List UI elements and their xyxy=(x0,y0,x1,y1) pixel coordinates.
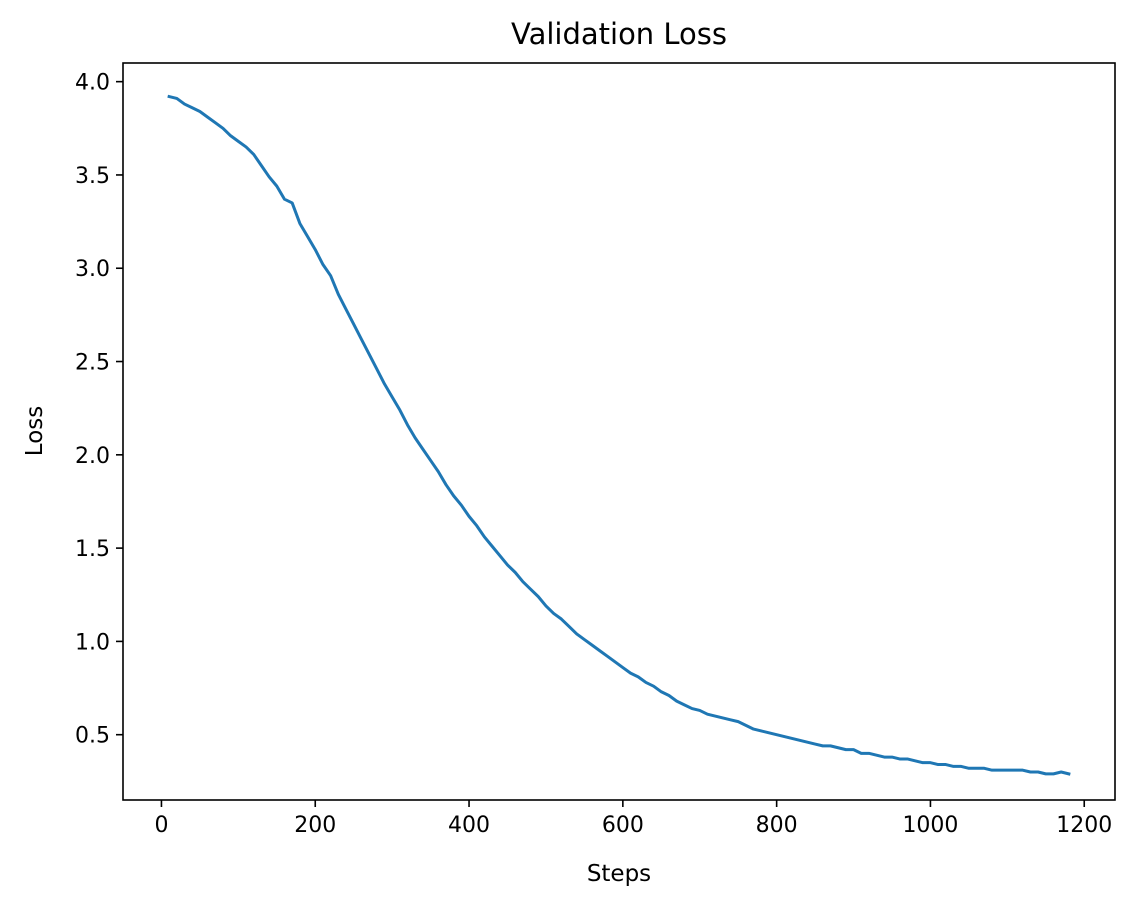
y-tick-label: 4.0 xyxy=(75,71,110,96)
x-axis-label: Steps xyxy=(587,861,651,887)
y-tick-label: 1.5 xyxy=(75,537,110,562)
y-tick-label: 3.5 xyxy=(75,164,110,189)
x-tick-label: 0 xyxy=(154,813,168,838)
y-axis-label: Loss xyxy=(22,406,48,456)
x-tick-label: 200 xyxy=(294,813,336,838)
chart-title: Validation Loss xyxy=(511,17,727,51)
x-tick-label: 1000 xyxy=(902,813,958,838)
x-tick-label: 600 xyxy=(602,813,644,838)
x-tick-label: 800 xyxy=(756,813,798,838)
series-line xyxy=(167,94,1071,776)
y-tick-label: 1.0 xyxy=(75,630,110,655)
y-tick-label: 3.0 xyxy=(75,257,110,282)
y-tick-label: 2.5 xyxy=(75,351,110,376)
plot-frame xyxy=(122,62,1116,801)
y-axis-ticks: 0.5 1.0 1.5 2.0 2.5 3.0 3.5 4.0 xyxy=(75,71,123,749)
y-tick-label: 0.5 xyxy=(75,724,110,749)
x-tick-label: 400 xyxy=(448,813,490,838)
x-tick-label: 1200 xyxy=(1056,813,1112,838)
y-tick-label: 2.0 xyxy=(75,444,110,469)
x-axis-ticks: 0 200 400 600 800 1000 1200 xyxy=(154,800,1112,838)
plot-area xyxy=(167,94,1071,776)
